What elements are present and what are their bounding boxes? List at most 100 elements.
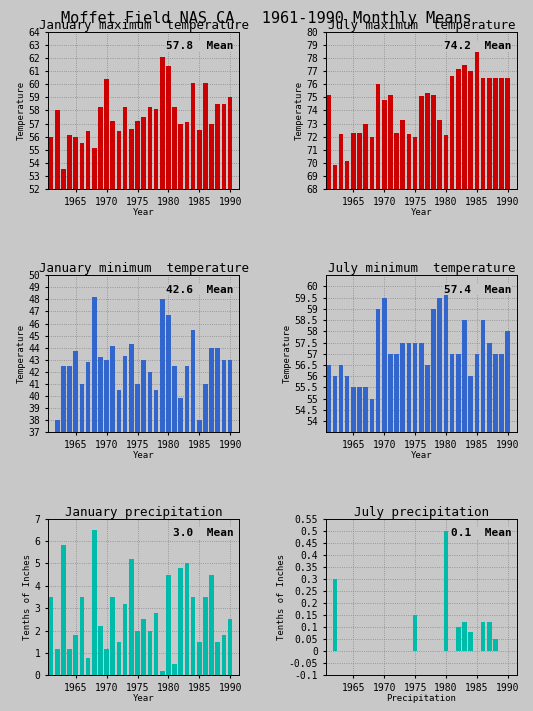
Bar [431, 309, 436, 711]
Bar [104, 648, 109, 675]
Bar [209, 348, 214, 711]
Bar [407, 343, 411, 711]
Bar [462, 65, 467, 711]
Bar [123, 356, 127, 711]
Bar [333, 166, 337, 711]
Bar [203, 597, 208, 675]
Bar [203, 384, 208, 711]
Bar [462, 320, 467, 711]
X-axis label: Year: Year [133, 695, 155, 703]
X-axis label: Year: Year [410, 451, 432, 460]
Bar [98, 107, 103, 711]
Bar [222, 360, 227, 711]
Bar [61, 365, 66, 711]
Bar [215, 104, 220, 711]
Bar [345, 161, 350, 711]
Bar [86, 132, 91, 711]
Bar [333, 376, 337, 711]
Bar [487, 343, 491, 711]
Title: January precipitation: January precipitation [65, 506, 222, 518]
Text: 42.6  Mean: 42.6 Mean [166, 284, 233, 294]
Bar [443, 287, 448, 711]
Bar [333, 579, 337, 651]
Bar [141, 619, 146, 675]
Bar [141, 360, 146, 711]
Bar [419, 343, 424, 711]
Bar [123, 107, 127, 711]
X-axis label: Precipitation: Precipitation [386, 695, 456, 703]
Bar [55, 420, 60, 711]
Bar [172, 365, 177, 711]
X-axis label: Year: Year [410, 208, 432, 217]
Bar [49, 597, 53, 675]
Bar [117, 390, 122, 711]
Bar [462, 622, 467, 651]
Bar [154, 390, 158, 711]
Bar [222, 635, 227, 675]
Bar [98, 626, 103, 675]
Bar [481, 622, 486, 651]
Bar [74, 351, 78, 711]
Bar [400, 343, 405, 711]
Bar [86, 362, 91, 711]
Bar [364, 124, 368, 711]
Text: 57.8  Mean: 57.8 Mean [166, 41, 233, 51]
Bar [79, 597, 84, 675]
Bar [148, 107, 152, 711]
Bar [338, 365, 343, 711]
Bar [148, 372, 152, 711]
Bar [160, 671, 165, 675]
Bar [438, 298, 442, 711]
Bar [338, 134, 343, 711]
Y-axis label: Temperature: Temperature [294, 81, 303, 140]
Bar [499, 354, 504, 711]
Text: 57.4  Mean: 57.4 Mean [444, 284, 511, 294]
Bar [160, 57, 165, 711]
Bar [92, 530, 96, 675]
Bar [487, 622, 491, 651]
Bar [117, 642, 122, 675]
Bar [179, 124, 183, 711]
Bar [351, 133, 356, 711]
Bar [110, 597, 115, 675]
Bar [394, 133, 399, 711]
X-axis label: Year: Year [133, 208, 155, 217]
Bar [450, 354, 455, 711]
Bar [92, 297, 96, 711]
Bar [104, 360, 109, 711]
Y-axis label: Temperature: Temperature [17, 81, 26, 140]
Bar [469, 376, 473, 711]
Bar [123, 604, 127, 675]
Title: July minimum  temperature: July minimum temperature [328, 262, 515, 275]
Bar [394, 354, 399, 711]
Bar [487, 77, 491, 711]
Bar [141, 117, 146, 711]
Bar [79, 143, 84, 711]
Bar [160, 299, 165, 711]
Bar [191, 83, 196, 711]
Bar [61, 545, 66, 675]
Text: 3.0  Mean: 3.0 Mean [173, 528, 233, 538]
Bar [104, 79, 109, 711]
Bar [191, 597, 196, 675]
Text: 74.2  Mean: 74.2 Mean [444, 41, 511, 51]
Bar [184, 563, 189, 675]
Bar [135, 631, 140, 675]
Bar [443, 135, 448, 711]
Y-axis label: Temperature: Temperature [282, 324, 292, 383]
Bar [129, 559, 134, 675]
Bar [55, 110, 60, 711]
Bar [456, 627, 461, 651]
Bar [493, 77, 498, 711]
Bar [499, 77, 504, 711]
Bar [505, 77, 510, 711]
Bar [456, 354, 461, 711]
Bar [376, 85, 381, 711]
Bar [129, 129, 134, 711]
Bar [443, 530, 448, 651]
Bar [129, 344, 134, 711]
Bar [74, 635, 78, 675]
Bar [382, 298, 386, 711]
Bar [55, 648, 60, 675]
Text: 0.1  Mean: 0.1 Mean [450, 528, 511, 538]
